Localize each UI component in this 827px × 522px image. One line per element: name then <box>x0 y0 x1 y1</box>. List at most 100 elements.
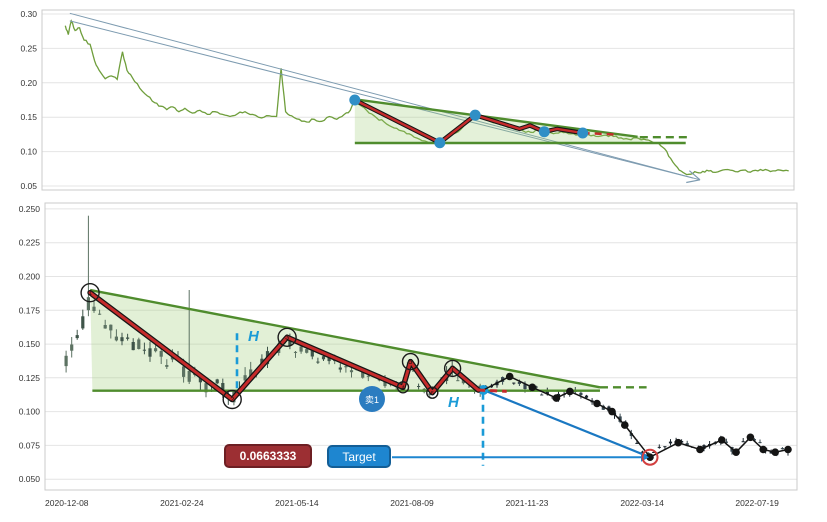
pivot-dot <box>469 109 481 121</box>
candle-body <box>534 386 538 388</box>
height-measure-label-1: H <box>248 328 259 345</box>
y-tick-label: 0.225 <box>19 238 41 248</box>
overview-panel: 0.30 0.25 0.20 0.15 0.10 0.05 <box>20 9 795 191</box>
y-tick-label: 0.15 <box>20 112 37 122</box>
y-tick-label: 0.175 <box>19 305 41 315</box>
x-tick-label: 2021-11-23 <box>506 498 549 508</box>
y-tick-label: 0.10 <box>20 147 37 157</box>
candle-body <box>316 361 320 363</box>
candle-body <box>607 406 611 412</box>
candle-body <box>114 336 118 341</box>
pivot-number: 5 <box>409 359 413 366</box>
candle-body <box>584 395 589 398</box>
actual-path-dot <box>674 438 682 447</box>
y-tick-label: 0.05 <box>20 181 37 191</box>
pivot-circle[interactable] <box>443 359 462 378</box>
actual-path-dot <box>646 453 654 462</box>
candle-body <box>198 378 202 383</box>
detail-panel: 0.250 0.225 0.200 0.175 0.150 0.125 0.100 0.075… <box>19 202 798 508</box>
candle-body <box>428 393 432 395</box>
candle-body <box>461 379 465 384</box>
pivot-circle[interactable] <box>426 386 439 399</box>
y-tick-label: 0.20 <box>20 78 37 88</box>
candle-body <box>417 386 421 387</box>
y-tick-label: 0.050 <box>19 474 41 484</box>
trend-channel-arrowhead <box>688 170 701 181</box>
candle-body <box>103 325 107 329</box>
candle-body <box>338 367 342 370</box>
candle-body <box>752 439 756 441</box>
candle-body <box>86 297 90 311</box>
candle-body <box>288 338 292 346</box>
candle-body <box>663 446 667 448</box>
y-tick-label: 0.150 <box>19 339 41 349</box>
pivot-dot <box>538 126 550 138</box>
candle-body <box>724 441 728 443</box>
candle-body <box>668 441 673 444</box>
x-tick-label: 2021-05-14 <box>275 498 319 508</box>
y-tick-label: 0.125 <box>19 373 41 383</box>
candle-body <box>540 394 544 396</box>
actual-path-dot <box>696 445 704 454</box>
candle-body <box>652 452 656 453</box>
candle-body <box>517 381 521 384</box>
zigzag-dashed-extension <box>478 388 507 393</box>
panel-border <box>41 9 795 191</box>
y-tick-label: 0.075 <box>19 440 41 450</box>
candle-body <box>305 349 309 353</box>
pattern-resistance-line <box>89 288 601 389</box>
price-line <box>64 19 789 176</box>
candle-body <box>148 348 152 357</box>
candle-body <box>109 324 113 331</box>
x-tick-label: 2021-08-09 <box>390 498 434 508</box>
target-ring[interactable] <box>641 448 659 466</box>
measured-price-label[interactable]: 0.0663333 <box>224 444 312 468</box>
candle-body <box>769 451 773 454</box>
candle-body <box>249 369 253 379</box>
y-tick-label: 0.30 <box>20 9 37 19</box>
zigzag-line <box>353 98 584 144</box>
candle-body <box>64 355 68 367</box>
candle-body <box>182 366 186 377</box>
pivot-circle[interactable] <box>277 327 297 347</box>
actual-path-dot <box>566 387 574 396</box>
candle-body <box>741 441 745 443</box>
pivot-number: 2 <box>230 397 234 404</box>
actual-path-dot <box>732 448 740 457</box>
target-label[interactable]: Target <box>327 445 391 468</box>
candle-body <box>344 366 348 368</box>
candle-body <box>187 371 191 382</box>
candle-body <box>685 443 689 447</box>
pivot-circle[interactable] <box>222 389 242 410</box>
pivot-circle[interactable] <box>401 352 420 371</box>
pivot-number: 3 <box>285 335 289 342</box>
candle-body <box>640 451 645 453</box>
candle-body <box>142 349 146 351</box>
candle-body <box>758 442 762 444</box>
candle-body <box>137 339 141 349</box>
sell-signal-badge[interactable]: 卖1 <box>359 386 385 412</box>
candle-body <box>165 365 169 367</box>
pattern-resistance-line <box>354 98 638 139</box>
actual-path-dot <box>718 436 726 444</box>
candle-body <box>310 350 314 357</box>
candle-body <box>657 446 661 448</box>
breakdown-line <box>482 388 651 459</box>
pivot-number: 4 <box>401 386 404 392</box>
candle-body <box>456 380 460 382</box>
pivot-dot <box>349 94 361 106</box>
candle-body <box>383 379 387 387</box>
candle-body <box>780 448 784 450</box>
candle-body <box>601 405 605 410</box>
pivot-circle[interactable] <box>396 381 410 394</box>
candle-body <box>70 344 74 351</box>
pivot-dot <box>577 127 589 139</box>
candle-body <box>204 383 208 393</box>
panel-border <box>44 202 798 491</box>
actual-path-dot <box>608 407 616 416</box>
y-tick-label: 0.100 <box>19 407 41 417</box>
trend-channel-line <box>69 20 694 179</box>
pivot-circle[interactable] <box>80 283 100 303</box>
